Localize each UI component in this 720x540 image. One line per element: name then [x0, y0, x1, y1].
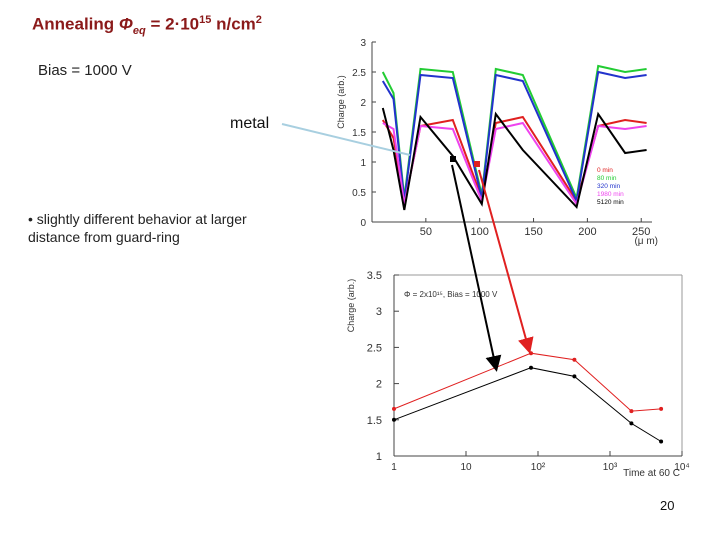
x-tick-label: 10³ [603, 462, 618, 473]
y-tick-label: 1 [360, 158, 366, 169]
data-point [392, 406, 396, 411]
red-marker [474, 161, 480, 167]
legend-entry: 80 min [597, 175, 617, 182]
series-line [393, 352, 662, 412]
y-tick-label: 2.5 [352, 68, 366, 79]
metal-pointer-line [281, 123, 411, 156]
y-tick-label: 1 [376, 451, 382, 463]
y-axis-label: Charge (arb.) [336, 75, 346, 129]
data-point [529, 351, 533, 356]
annotations [281, 123, 534, 372]
x-tick-label: 100 [471, 226, 489, 238]
y-tick-label: 1.5 [367, 415, 382, 427]
slide-title: Annealing Φeq = 2·1015 n/cm2 [32, 14, 262, 38]
y-tick-label: 3 [376, 306, 382, 318]
data-point [572, 357, 577, 362]
series-line [381, 70, 647, 205]
data-point [659, 406, 664, 411]
data-point [572, 374, 577, 379]
legend-entry: 5120 min [597, 199, 624, 206]
data-point [529, 365, 533, 370]
x-tick-label: 150 [524, 226, 542, 238]
black-marker [450, 156, 456, 162]
y-tick-label: 0.5 [352, 188, 366, 199]
y-tick-label: 3 [360, 38, 366, 49]
x-axis-label: Time at 60 C [623, 468, 680, 479]
legend-entry: 320 min [597, 183, 621, 190]
x-axis-label: (μ m) [634, 236, 658, 247]
x-tick-label: 50 [420, 226, 432, 238]
position-chart: 0 0.5 1 1.5 2 2.5 3 50 100 150 200 250 Charge (arb.)… [336, 38, 658, 247]
x-tick-label: 10² [531, 462, 546, 473]
series-line [393, 367, 662, 442]
x-tick-label: 250 [632, 226, 650, 238]
metal-label: metal [230, 115, 270, 132]
y-tick-label: 2 [376, 379, 382, 391]
y-tick-label: 2 [360, 98, 366, 109]
page-number: 20 [660, 498, 675, 513]
x-tick-label: 10⁴ [674, 462, 689, 473]
black-arrow [451, 164, 502, 372]
y-tick-label: 0 [360, 218, 366, 229]
y-tick-label: 1.5 [352, 128, 366, 139]
x-tick-label: 200 [578, 226, 596, 238]
red-arrow [478, 169, 534, 354]
legend-entry: 1980 min [597, 191, 624, 198]
series-line [381, 107, 647, 211]
data-point [392, 417, 396, 422]
y-axis-label: Charge (arb.) [346, 279, 356, 333]
chart-annotation: Φ = 2x10¹⁵, Bias = 1000 V [404, 290, 498, 299]
x-tick-label: 1 [391, 462, 397, 473]
data-point [629, 409, 634, 414]
data-point [659, 439, 664, 444]
bias-label: Bias = 1000 V [38, 62, 132, 79]
x-tick-label: 10 [460, 462, 472, 473]
bullet-text: • slightly different behavior at larger … [28, 211, 247, 245]
legend-entry: 0 min [597, 167, 613, 174]
y-tick-label: 2.5 [367, 342, 382, 354]
y-tick-label: 3.5 [367, 270, 382, 282]
data-point [629, 421, 634, 426]
annealing-chart: 1 1.5 2 2.5 3 3.5 1 10 10² 10³ 10⁴ Charge (arb.) Tim… [346, 270, 690, 479]
